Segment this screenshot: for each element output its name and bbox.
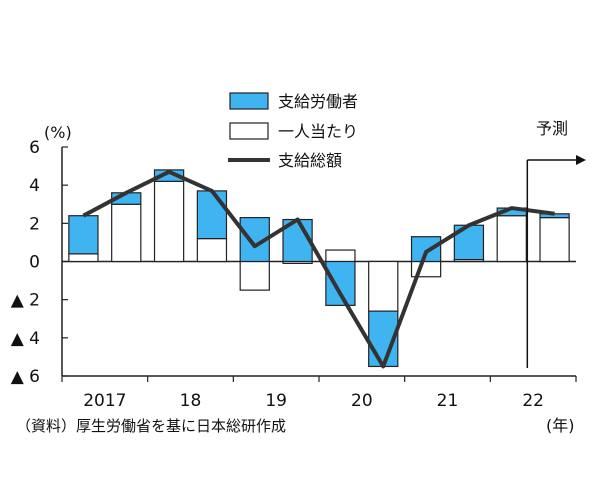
y-unit-label: (%) — [44, 123, 72, 142]
per-capita-bar — [239, 260, 270, 291]
total-line-point — [168, 171, 170, 173]
x-tick-label: 20 — [351, 391, 373, 411]
workers-bar — [196, 190, 228, 240]
forecast-arrow-head — [576, 155, 586, 165]
y-tick-label: ▲ 4 — [11, 329, 40, 349]
total-line-point — [468, 224, 470, 226]
total-line — [82, 169, 556, 369]
x-tick-label: 22 — [522, 391, 544, 411]
per-capita-bar — [111, 203, 142, 263]
x-unit-label: (年) — [546, 416, 575, 435]
y-tick-label: ▲ 2 — [11, 291, 40, 311]
y-tick-label: 2 — [29, 214, 40, 234]
workers-bar — [68, 215, 99, 255]
legend-swatch — [229, 122, 269, 140]
x-tick-label: 2017 — [83, 391, 126, 411]
legend-swatch — [229, 92, 269, 110]
per-capita-bar — [539, 217, 570, 263]
forecast-marker — [526, 155, 586, 368]
y-tick-label: 0 — [29, 253, 40, 273]
per-capita-bar — [153, 180, 185, 263]
legend-label: 一人当たり — [278, 122, 358, 141]
y-tick-label: 6 — [29, 138, 40, 158]
total-line-point — [125, 192, 127, 194]
legend-label: 支給総額 — [278, 151, 342, 170]
bars — [68, 169, 570, 368]
x-tick-label: 21 — [437, 391, 459, 411]
workers-bar — [410, 236, 442, 263]
workers-bar — [325, 260, 356, 306]
forecast-label: 予測 — [536, 119, 568, 138]
total-line-point — [211, 190, 213, 192]
per-capita-bar — [196, 238, 228, 263]
legend-label: 支給労働者 — [278, 92, 358, 111]
total-line-point — [82, 215, 84, 217]
total-line-point — [511, 207, 513, 209]
total-line-point — [254, 245, 256, 247]
x-tick-label: 18 — [180, 391, 202, 411]
total-line-point — [425, 251, 427, 253]
source-note: （資料）厚生労働省を基に日本総研作成 — [16, 417, 286, 435]
total-line-point — [382, 365, 384, 367]
per-capita-bar — [68, 253, 99, 263]
per-capita-bar — [496, 215, 527, 263]
per-capita-bar — [368, 260, 399, 312]
total-line-path — [82, 169, 555, 369]
y-tick-label: ▲ 6 — [11, 367, 40, 387]
total-line-point — [297, 219, 299, 221]
total-line-point — [339, 293, 341, 295]
total-line-point — [554, 213, 556, 215]
y-tick-label: 4 — [29, 176, 40, 196]
x-tick-label: 19 — [265, 391, 287, 411]
per-capita-bar — [325, 249, 356, 263]
